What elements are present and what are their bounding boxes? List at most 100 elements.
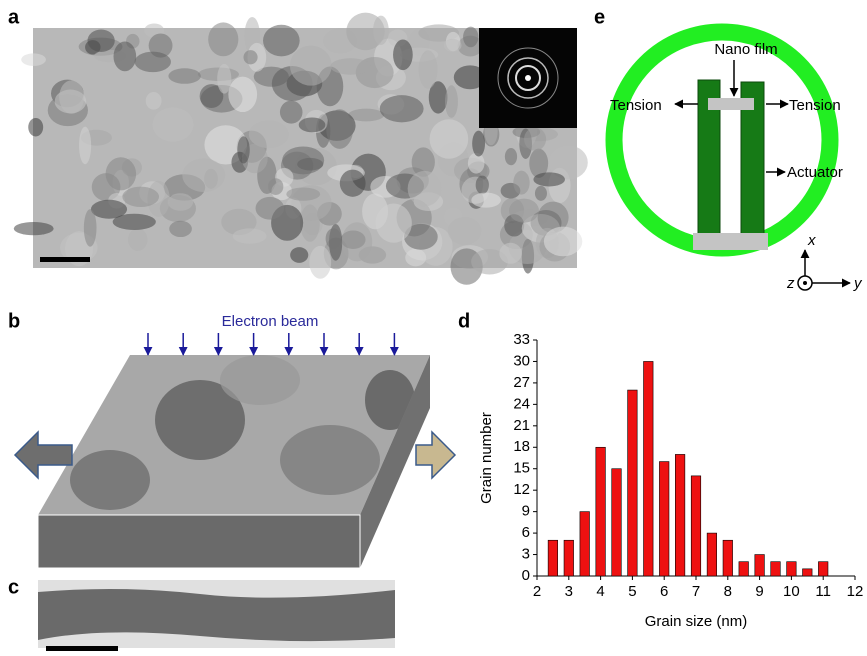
grain [28,118,43,137]
grain [84,209,97,247]
grain [468,153,485,174]
x-tick-label: 12 [847,583,864,600]
grain [152,107,193,141]
grain [463,27,478,48]
grain [233,228,267,243]
grain [408,171,442,207]
bar [659,462,669,576]
grain [228,77,257,112]
bar [787,562,797,576]
y-axis-label: Grain number [478,412,495,504]
grain [326,109,353,149]
bar [723,540,733,576]
beam-label: Electron beam [222,313,319,330]
grain [380,95,424,122]
grain [524,127,546,150]
grain [472,131,485,157]
grain [243,50,257,64]
bar [771,562,781,576]
slab-front [38,515,360,568]
grain [499,243,521,264]
actuator-label: Actuator [787,164,843,181]
panel-label: b [8,310,20,332]
y-tick-label: 21 [513,417,530,434]
grain [533,172,565,186]
panel-label: d [458,310,470,332]
bar [675,454,685,576]
panel-label: a [8,6,20,28]
grain [114,42,137,72]
bar [548,540,558,576]
tension-label: Tension [789,97,841,114]
grain [544,227,582,257]
grain [204,169,218,189]
grain [263,25,300,57]
y-tick-label: 6 [522,524,530,541]
x-tick-label: 7 [692,583,700,600]
grain [256,197,285,220]
y-tick-label: 3 [522,546,530,563]
nano-film-label: Nano film [714,41,777,58]
grain [106,157,136,190]
grain [280,425,380,495]
grain [476,176,489,195]
grain [342,222,373,261]
x-axis-label: Grain size (nm) [645,613,748,630]
grain [237,136,249,163]
grain [146,92,162,110]
grain [340,170,366,197]
nano-film [708,98,754,110]
grain [373,16,389,45]
scale-bar [40,257,90,262]
x-tick-label: 11 [815,583,831,600]
axis-label: z [786,275,795,292]
y-tick-label: 15 [513,460,530,477]
bar [628,390,638,576]
grain [405,249,426,267]
bar [739,562,749,576]
grain [299,117,326,132]
bar [803,569,813,576]
y-tick-label: 9 [522,503,530,520]
y-tick-label: 30 [513,352,530,369]
grain [220,355,300,405]
grain [393,39,413,70]
grain [471,193,501,208]
y-tick-label: 33 [513,331,530,348]
axis-label: x [807,232,816,249]
grain [309,246,331,279]
bar [612,469,622,576]
bar [755,555,765,576]
grain [217,64,231,94]
tension-arrow [416,432,455,478]
grain [208,22,238,56]
y-tick-label: 18 [513,438,530,455]
panel-label: e [594,6,605,28]
grain [509,199,539,223]
grain [376,204,412,243]
x-tick-label: 6 [660,583,668,600]
grain [168,68,200,84]
figure: a b c d e Electron beam Nano film Tensio… [0,0,867,656]
grain [169,221,192,237]
axis-label: y [853,275,863,292]
grain [135,52,171,73]
y-tick-label: 27 [513,374,530,391]
grain [290,46,332,86]
grain [91,200,127,219]
bar [707,533,717,576]
bar [691,476,701,576]
bar [644,361,654,576]
grain [448,217,482,245]
bar [596,447,606,576]
grain [444,39,462,52]
grain [79,127,91,165]
grain [182,158,225,192]
bar [564,540,574,576]
z-axis-symbol [803,281,807,285]
grain [88,29,115,52]
x-tick-label: 8 [724,583,732,600]
grain [297,158,323,171]
grain [280,101,303,124]
